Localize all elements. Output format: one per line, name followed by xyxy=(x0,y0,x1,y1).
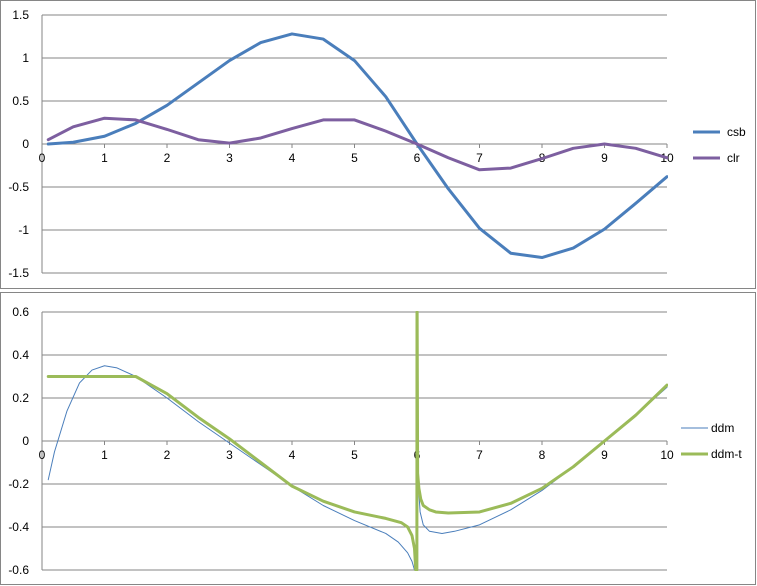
chart-panel-bottom: 0.6 0.4 0.2 0 -0.2 -0.4 -0.6 0 1 2 3 4 5 6 7 8 9 10 ddm ddm… xyxy=(0,292,756,585)
bottom-x-tick-label: 5 xyxy=(351,448,358,462)
bottom-legend-label-ddm: ddm xyxy=(711,421,734,435)
chart-bottom-plot: 0.60.40.20-0.2-0.4-0.60 1 2 3 4 5 6 7 8 9 10ddmddm… xyxy=(8,305,742,577)
bottom-y-tick-label: -0.2 xyxy=(8,477,29,491)
bottom-x-tick-label: 2 xyxy=(164,448,171,462)
top-y-tick-label: -1.5 xyxy=(8,266,29,280)
top-x-tick-label: 4 xyxy=(289,151,296,165)
top-y-tick-label: -1 xyxy=(18,223,29,237)
top-y-tick-label: 0.5 xyxy=(12,94,29,108)
top-y-tick-label: 1.5 xyxy=(12,8,29,22)
bottom-y-tick-label: -0.6 xyxy=(8,563,29,577)
top-x-tick-label: 9 xyxy=(601,151,608,165)
bottom-x-tick-label: 4 xyxy=(289,448,296,462)
top-y-tick-label: 0 xyxy=(22,137,29,151)
top-legend-label-csb: csb xyxy=(727,125,746,139)
bottom-x-tick-label: 1 xyxy=(101,448,108,462)
bottom-y-tick-label: -0.4 xyxy=(8,520,29,534)
top-legend-label-clr: clr xyxy=(727,151,740,165)
bottom-series-line-ddm-t xyxy=(46,311,668,571)
bottom-x-tick-label: 9 xyxy=(601,448,608,462)
top-x-tick-label: 3 xyxy=(226,151,233,165)
top-x-tick-label: 0 xyxy=(39,151,46,165)
top-series-line-clr xyxy=(46,116,668,172)
bottom-y-tick-label: 0.2 xyxy=(12,391,29,405)
top-y-tick-label: -0.5 xyxy=(8,180,29,194)
bottom-y-tick-label: 0 xyxy=(22,434,29,448)
top-x-tick-label: 7 xyxy=(476,151,483,165)
top-y-tick-label: 1 xyxy=(22,51,29,65)
top-x-tick-label: 1 xyxy=(101,151,108,165)
bottom-x-tick-label: 0 xyxy=(39,448,46,462)
bottom-y-tick-label: 0.6 xyxy=(12,305,29,319)
top-series-line-csb xyxy=(46,32,668,260)
top-x-tick-label: 2 xyxy=(164,151,171,165)
bottom-y-tick-label: 0.4 xyxy=(12,348,29,362)
top-x-tick-label: 5 xyxy=(351,151,358,165)
bottom-x-tick-label: 10 xyxy=(660,448,674,462)
bottom-legend-label-ddm-t: ddm-t xyxy=(711,447,742,461)
bottom-x-tick-label: 3 xyxy=(226,448,233,462)
chart-panel-top: 1.5 1 0.5 0 -0.5 -1 -1.5 0 1 2 3 4 5 6 7 8 9 10 csb clr xyxy=(0,0,756,289)
top-x-tick-label: 6 xyxy=(414,151,421,165)
bottom-series-line-ddm xyxy=(47,311,668,571)
bottom-x-tick-label: 8 xyxy=(539,448,546,462)
bottom-x-tick-label: 7 xyxy=(476,448,483,462)
